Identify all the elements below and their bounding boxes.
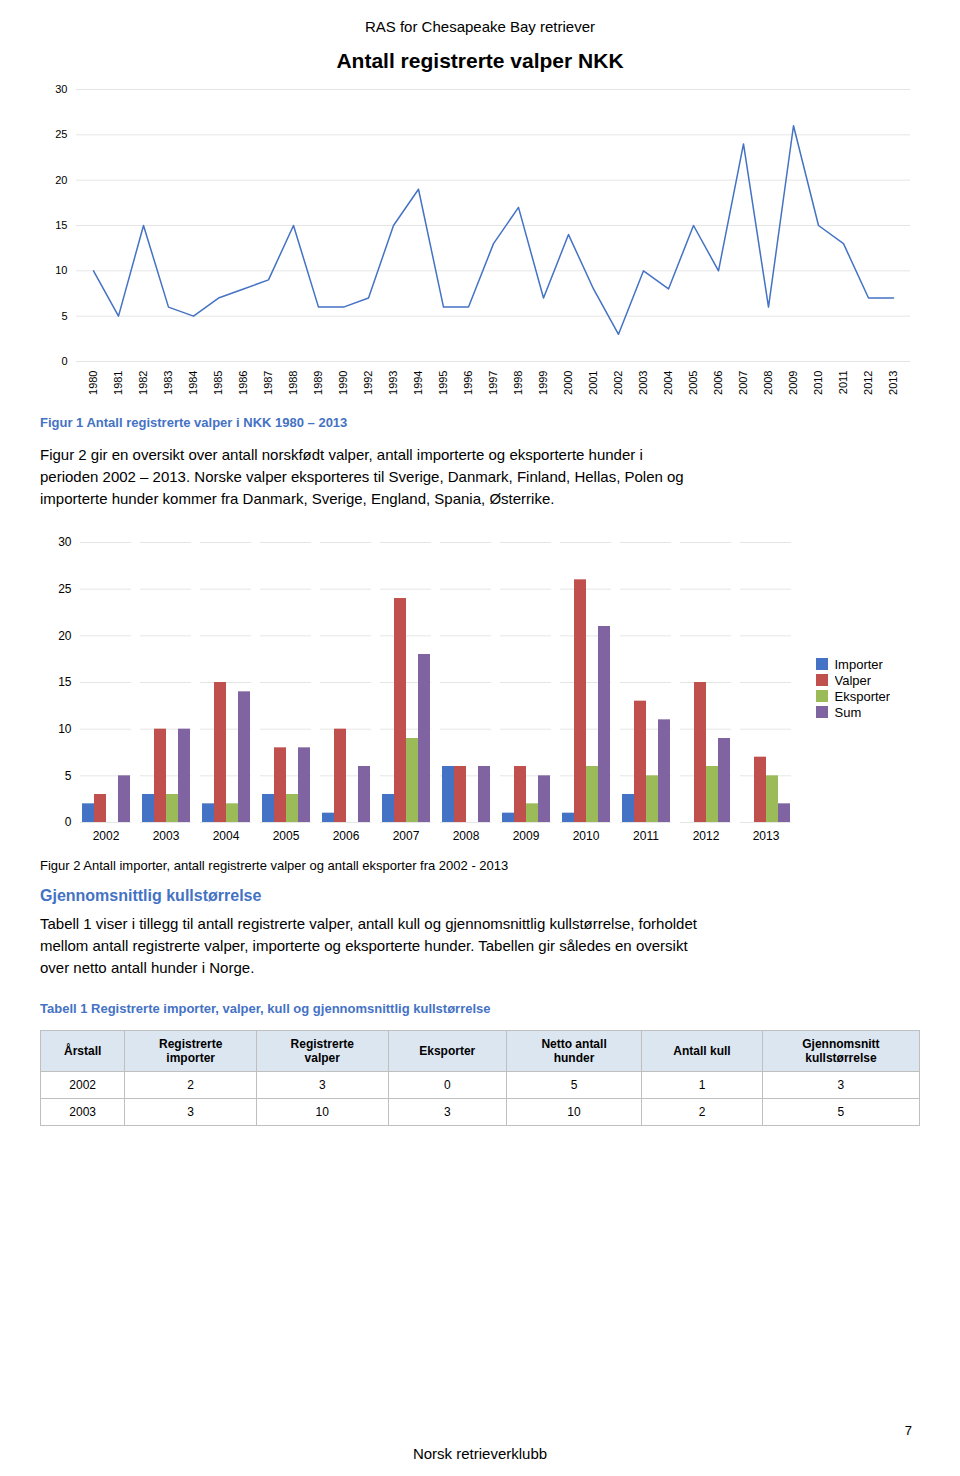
svg-text:1986: 1986: [237, 371, 249, 395]
html-text:mellom antall registrerte valp: mellom antall registrerte valper, import…: [40, 937, 688, 954]
svg-text:20: 20: [58, 629, 72, 643]
html-text:Tabell 1 viser i tillegg til a: Tabell 1 viser i tillegg til antall regi…: [40, 915, 697, 932]
svg-text:2007: 2007: [737, 371, 749, 395]
html-text:Valper: Valper: [834, 672, 872, 688]
svg-text:25: 25: [58, 582, 72, 596]
svg-text:2013: 2013: [753, 829, 780, 843]
svg-text:1992: 1992: [362, 371, 374, 395]
html-text:Figur 1 Antall registrerte val: Figur 1 Antall registrerte valper i NKK …: [40, 415, 348, 430]
html-text:2: 2: [698, 1105, 706, 1119]
svg-text:2004: 2004: [213, 829, 240, 843]
svg-text:2000: 2000: [562, 371, 574, 395]
svg-text:2013: 2013: [887, 371, 899, 395]
html-text:3: 3: [187, 1105, 194, 1119]
html-text:Gjennomsnitt kullstørrelse: Gjennomsnitt kullstørrelse: [802, 1037, 880, 1065]
svg-text:2003: 2003: [153, 829, 180, 843]
html-text:RAS for Chesapeake Bay retriev: RAS for Chesapeake Bay retriever: [364, 18, 595, 35]
svg-text:1984: 1984: [187, 371, 199, 395]
svg-text:10: 10: [58, 722, 72, 736]
svg-text:1987: 1987: [262, 371, 274, 395]
svg-text:20: 20: [55, 174, 67, 186]
svg-text:1997: 1997: [487, 371, 499, 395]
svg-text:2008: 2008: [762, 371, 774, 395]
svg-text:2005: 2005: [687, 371, 699, 395]
svg-text:2011: 2011: [633, 829, 659, 843]
svg-text:2010: 2010: [573, 829, 600, 843]
svg-text:2007: 2007: [393, 829, 420, 843]
svg-text:2008: 2008: [453, 829, 480, 843]
html-text:Antall registrerte valper NKK: Antall registrerte valper NKK: [336, 49, 624, 72]
html-text:Årstall: Årstall: [64, 1044, 102, 1058]
svg-text:2010: 2010: [812, 371, 824, 395]
svg-text:25: 25: [55, 128, 67, 140]
html-text:1: 1: [698, 1078, 706, 1092]
svg-text:1981: 1981: [112, 371, 124, 395]
html-text:3: 3: [443, 1105, 451, 1119]
svg-text:1998: 1998: [512, 371, 524, 395]
svg-text:2005: 2005: [273, 829, 300, 843]
svg-text:1989: 1989: [312, 371, 324, 395]
svg-text:1980: 1980: [87, 371, 99, 395]
html-text:Sum: Sum: [834, 704, 862, 720]
html-text:5: 5: [837, 1105, 845, 1119]
html-text:Eksporter: Eksporter: [834, 688, 891, 704]
html-text:perioden 2002 – 2013. Norske v: perioden 2002 – 2013. Norske valper eksp…: [40, 468, 684, 485]
svg-text:1993: 1993: [387, 371, 399, 395]
html-text:Netto antall hunder: Netto antall hunder: [541, 1037, 607, 1065]
svg-text:2009: 2009: [513, 829, 540, 843]
html-text:Registrerte valper: Registrerte valper: [290, 1037, 354, 1065]
html-text:Antall kull: Antall kull: [673, 1044, 731, 1058]
svg-text:2004: 2004: [662, 371, 674, 395]
svg-text:2003: 2003: [637, 371, 649, 395]
html-text:0: 0: [443, 1078, 451, 1092]
html-text:Registrerte importer: Registrerte importer: [159, 1037, 223, 1065]
html-text:7: 7: [904, 1423, 912, 1438]
svg-text:2006: 2006: [712, 371, 724, 395]
svg-text:1988: 1988: [287, 371, 299, 395]
html-text:Tabell 1 Registrerte importer,: Tabell 1 Registrerte importer, valper, k…: [40, 1001, 491, 1016]
svg-text:1999: 1999: [537, 371, 549, 395]
html-text:2003: 2003: [69, 1105, 96, 1119]
svg-text:1982: 1982: [137, 371, 149, 395]
svg-text:5: 5: [65, 769, 72, 783]
svg-text:10: 10: [55, 264, 67, 276]
svg-text:2012: 2012: [862, 371, 874, 395]
svg-text:1996: 1996: [462, 371, 474, 395]
html-text:3: 3: [318, 1078, 326, 1092]
html-text:over netto antall hunder i Nor: over netto antall hunder i Norge.: [40, 959, 255, 976]
svg-text:2001: 2001: [587, 371, 599, 395]
html-text:Importer: Importer: [834, 656, 883, 672]
svg-text:5: 5: [61, 310, 67, 322]
svg-text:0: 0: [61, 355, 67, 367]
html-text:Figur 2 Antall importer, antal: Figur 2 Antall importer, antall registre…: [40, 858, 509, 873]
svg-text:1990: 1990: [337, 371, 349, 395]
svg-text:2006: 2006: [333, 829, 360, 843]
svg-text:30: 30: [55, 83, 67, 95]
html-text:importerte hunder kommer fra D: importerte hunder kommer fra Danmark, Sv…: [40, 490, 555, 507]
html-text:10: 10: [315, 1105, 329, 1119]
svg-text:2002: 2002: [93, 829, 120, 843]
svg-text:30: 30: [58, 535, 72, 549]
html-text:Eksporter: Eksporter: [419, 1044, 476, 1058]
svg-text:1983: 1983: [162, 371, 174, 395]
html-text:Norsk retrieverklubb: Norsk retrieverklubb: [412, 1445, 548, 1462]
html-text:3: 3: [837, 1078, 845, 1092]
html-text:2: 2: [187, 1078, 194, 1092]
svg-text:2009: 2009: [787, 371, 799, 395]
svg-text:2011: 2011: [837, 371, 849, 395]
html-text:Gjennomsnittlig kullstørrelse: Gjennomsnittlig kullstørrelse: [40, 887, 262, 904]
svg-text:1995: 1995: [437, 371, 449, 395]
svg-text:15: 15: [58, 675, 72, 689]
svg-text:1994: 1994: [412, 371, 424, 395]
svg-text:15: 15: [55, 219, 67, 231]
html-text:2002: 2002: [69, 1078, 96, 1092]
html-text:5: 5: [570, 1078, 578, 1092]
html-text:10: 10: [567, 1105, 581, 1119]
html-text:Figur 2 gir en oversikt over a: Figur 2 gir en oversikt over antall nors…: [40, 446, 643, 463]
svg-text:1985: 1985: [212, 371, 224, 395]
svg-text:2002: 2002: [612, 371, 624, 395]
svg-text:2012: 2012: [693, 829, 720, 843]
svg-text:0: 0: [65, 815, 72, 829]
